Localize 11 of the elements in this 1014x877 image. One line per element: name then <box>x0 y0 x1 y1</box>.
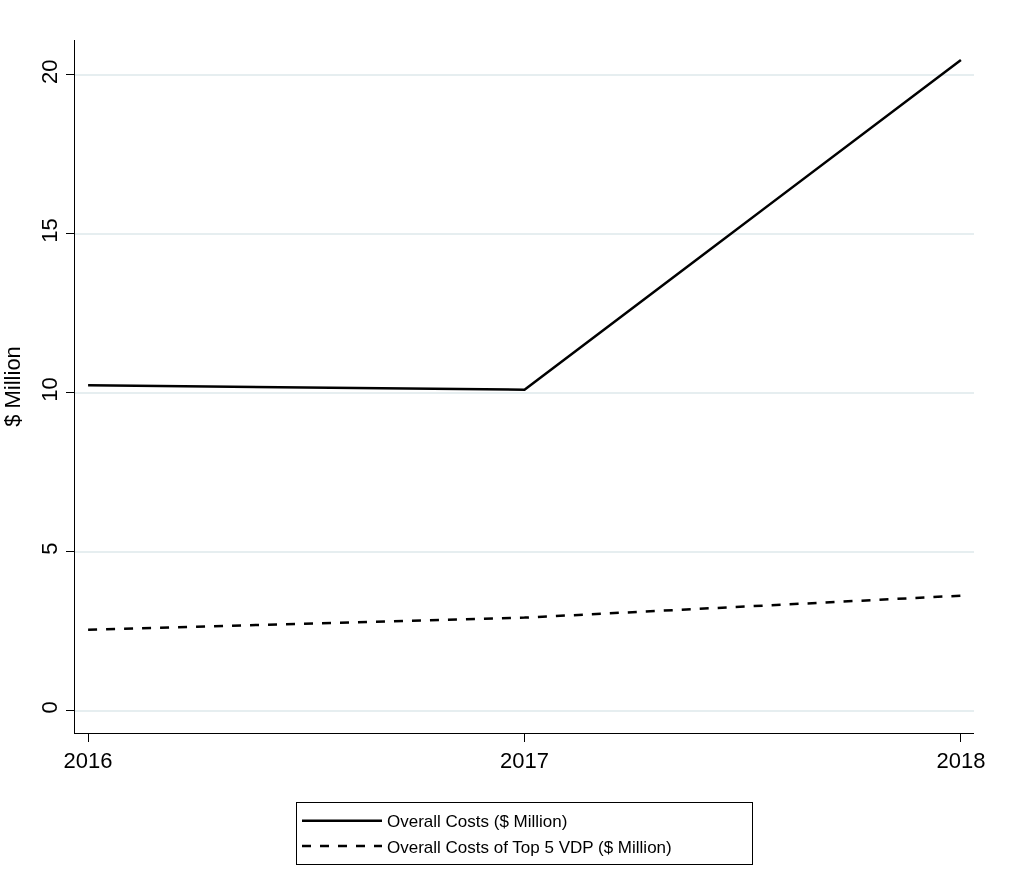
y-tick-label: 0 <box>37 701 63 714</box>
y-tick-label: 5 <box>37 542 63 555</box>
y-axis-title: $ Million <box>0 346 25 427</box>
x-tick-label: 2018 <box>936 748 986 774</box>
x-tick-label: 2016 <box>63 748 113 774</box>
y-tick-label: 10 <box>37 377 63 402</box>
y-tick-label: 20 <box>37 59 63 84</box>
legend-label: Overall Costs of Top 5 VDP ($ Million) <box>387 837 672 857</box>
y-tick-label: 15 <box>37 218 63 243</box>
legend-label: Overall Costs ($ Million) <box>387 812 568 832</box>
x-tick-label: 2017 <box>500 748 549 774</box>
